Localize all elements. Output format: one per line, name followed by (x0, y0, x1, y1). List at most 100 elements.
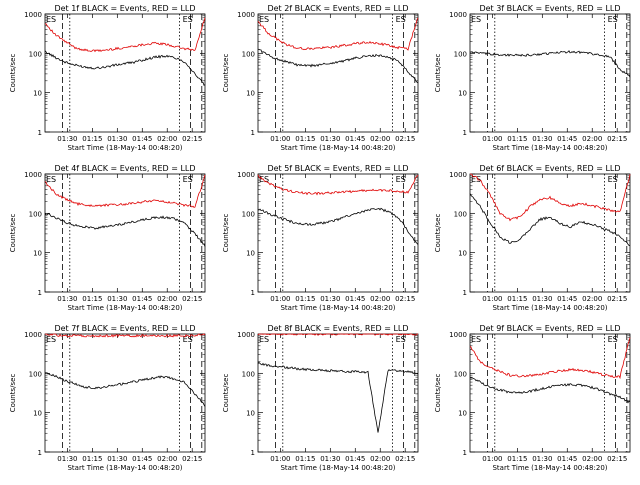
ytick-label: 100 (454, 210, 467, 218)
y-axis-label: Counts/sec (434, 374, 442, 413)
xtick-label: 01:15 (507, 455, 527, 463)
xtick-label: 01:15 (82, 295, 102, 303)
series-events-line (257, 361, 419, 433)
panel-9: Det 9f BLACK = Events, RED = LLD 1 10 100 10… (434, 324, 631, 472)
y-axis-label: Counts/sec (9, 54, 17, 93)
panel-6: Det 6f BLACK = Events, RED = LLD 1 10 100 10… (434, 164, 631, 312)
x-axis-label: Start Time (18-May-14 00:48:20) (492, 144, 607, 152)
series-events-line (44, 372, 206, 407)
series-lld-line (257, 333, 418, 336)
marker-e-right: ES (608, 335, 618, 344)
xtick-label: 01:15 (295, 295, 315, 303)
ytick-label: 1000 (449, 171, 467, 179)
ytick-label: 10 (458, 90, 467, 98)
xtick-label: 02:15 (395, 135, 415, 143)
xtick-label: 02:15 (182, 295, 202, 303)
ytick-label: 1 (463, 449, 467, 457)
y-axis-label: Counts/sec (9, 374, 17, 413)
series-events-line (257, 207, 419, 245)
panel-title: Det 1f BLACK = Events, RED = LLD (54, 4, 195, 13)
panel-title: Det 4f BLACK = Events, RED = LLD (54, 164, 195, 173)
marker-e-right: ES (396, 15, 406, 24)
ytick-label: 1 (251, 129, 255, 137)
plot-frame (257, 13, 419, 133)
series-lld-line (469, 337, 631, 380)
x-axis-label: Start Time (18-May-14 00:48:20) (280, 304, 395, 312)
panel-title: Det 2f BLACK = Events, RED = LLD (267, 4, 408, 13)
xtick-label: 02:15 (395, 455, 415, 463)
panel-2: Det 2f BLACK = Events, RED = LLD 1 10 100 10… (222, 4, 419, 152)
ytick-label: 100 (29, 210, 42, 218)
x-axis-label: Start Time (18-May-14 00:48:20) (492, 464, 607, 472)
series-events-line (44, 212, 206, 247)
xtick-label: 02:00 (370, 295, 390, 303)
panel-3: Det 3f BLACK = Events, RED = LLD 1 10 100 10… (434, 4, 631, 152)
xtick-label: 01:45 (132, 135, 152, 143)
xtick-label: 01:30 (107, 295, 127, 303)
xtick-label: 01:45 (132, 455, 152, 463)
xtick-label: 02:15 (395, 295, 415, 303)
xtick-label: 01:45 (345, 135, 365, 143)
ytick-label: 10 (458, 250, 467, 258)
y-axis-label: Counts/sec (434, 54, 442, 93)
xtick-label: 01:00 (270, 455, 290, 463)
xtick-label: 01:30 (320, 455, 340, 463)
xtick-label: 01:30 (532, 295, 552, 303)
panel-title: Det 8f BLACK = Events, RED = LLD (267, 324, 408, 333)
xtick-label: 01:30 (57, 295, 77, 303)
marker-e-left: ES (46, 175, 56, 184)
ytick-label: 1 (38, 289, 42, 297)
x-axis-label: Start Time (18-May-14 00:48:20) (492, 304, 607, 312)
x-axis-label: Start Time (18-May-14 00:48:20) (280, 464, 395, 472)
xtick-label: 01:15 (82, 455, 102, 463)
panel-title: Det 9f BLACK = Events, RED = LLD (479, 324, 620, 333)
ytick-label: 1 (251, 289, 255, 297)
ytick-label: 100 (454, 50, 467, 58)
xtick-label: 01:30 (532, 455, 552, 463)
xtick-label: 02:15 (607, 135, 627, 143)
marker-e-right: ES (396, 175, 406, 184)
ytick-label: 100 (242, 210, 255, 218)
marker-e-right: ES (183, 175, 193, 184)
xtick-label: 01:45 (557, 455, 577, 463)
xtick-label: 02:15 (182, 135, 202, 143)
xtick-label: 02:00 (582, 455, 602, 463)
panel-title: Det 3f BLACK = Events, RED = LLD (479, 4, 620, 13)
xtick-label: 01:30 (320, 295, 340, 303)
xtick-label: 01:30 (532, 135, 552, 143)
plot-frame (44, 13, 206, 133)
y-axis-label: Counts/sec (222, 374, 230, 413)
ytick-label: 10 (33, 250, 42, 258)
ytick-label: 1 (38, 449, 42, 457)
series-events-line (469, 50, 631, 78)
marker-e-left: ES (471, 335, 481, 344)
y-axis-label: Counts/sec (222, 54, 230, 93)
ytick-label: 100 (29, 50, 42, 58)
ytick-label: 1000 (449, 331, 467, 339)
marker-e-left: ES (471, 175, 481, 184)
ytick-label: 1 (463, 129, 467, 137)
series-lld-line (470, 173, 631, 222)
series-events-line (44, 50, 206, 86)
y-axis-label: Counts/sec (222, 214, 230, 253)
ytick-label: 1 (251, 449, 255, 457)
plot-frame (257, 333, 419, 453)
xtick-label: 01:45 (345, 295, 365, 303)
panel-1: Det 1f BLACK = Events, RED = LLD 1 10 100 10… (9, 4, 206, 152)
xtick-label: 01:00 (270, 295, 290, 303)
xtick-label: 02:00 (582, 295, 602, 303)
series-events-line (469, 193, 631, 246)
ytick-label: 100 (29, 370, 42, 378)
y-axis-label: Counts/sec (9, 214, 17, 253)
x-axis-label: Start Time (18-May-14 00:48:20) (67, 144, 182, 152)
series-lld-line (44, 174, 206, 208)
panel-title: Det 6f BLACK = Events, RED = LLD (479, 164, 620, 173)
ytick-label: 1000 (237, 11, 255, 19)
series-lld-line (45, 17, 206, 53)
marker-e-right: ES (608, 175, 618, 184)
xtick-label: 02:00 (370, 135, 390, 143)
ytick-label: 10 (458, 410, 467, 418)
xtick-label: 01:00 (270, 135, 290, 143)
marker-e-left: ES (259, 175, 269, 184)
